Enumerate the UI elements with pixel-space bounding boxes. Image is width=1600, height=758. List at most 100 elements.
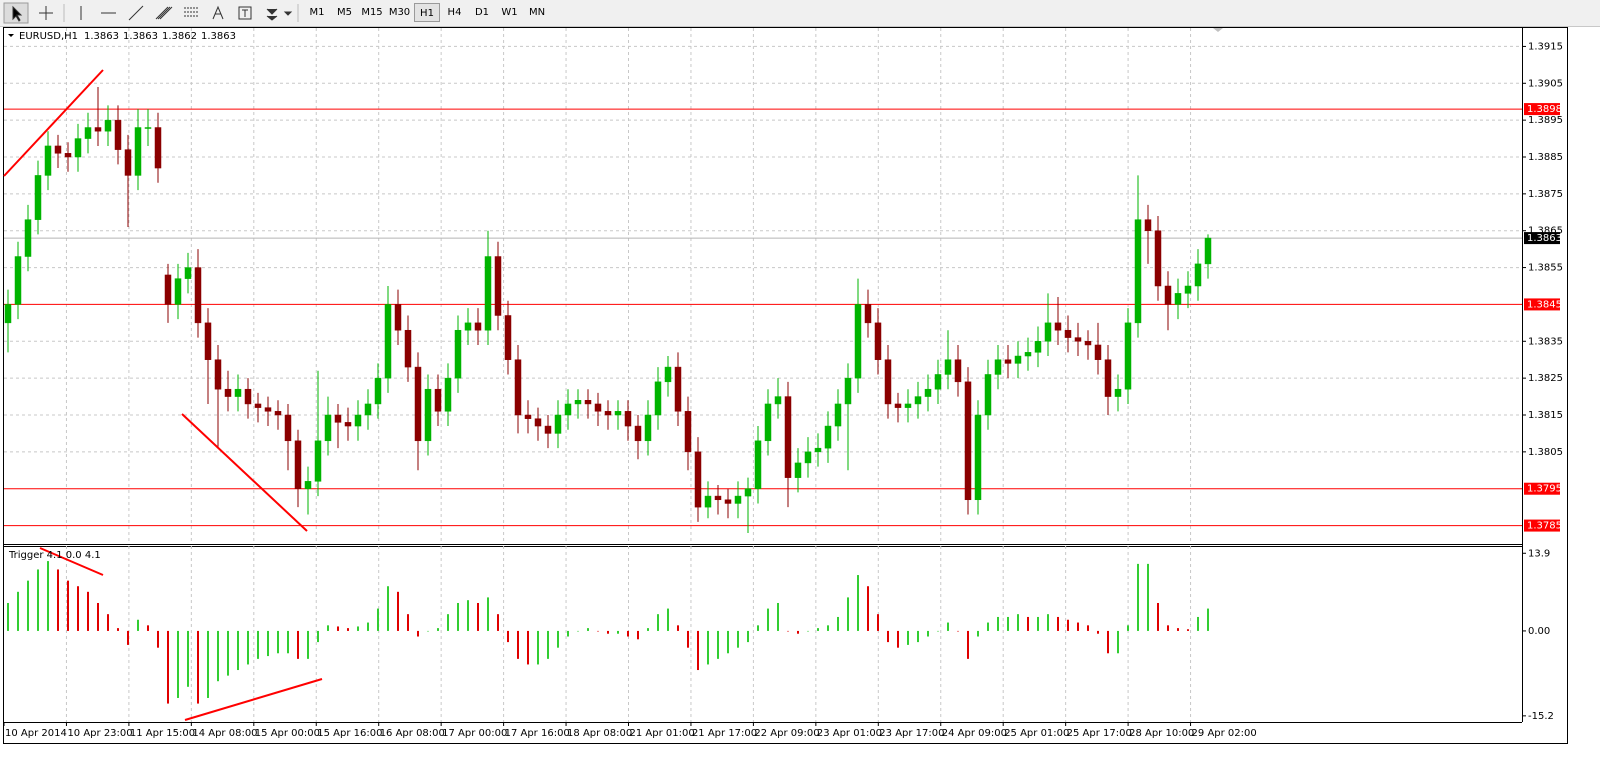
timeframe-button[interactable]: M1 [309, 7, 325, 18]
histogram-bar [367, 622, 369, 631]
histogram-bar [867, 586, 869, 631]
level-tag [1524, 103, 1560, 116]
histogram-bar [327, 625, 329, 631]
histogram-bar [157, 630, 159, 648]
histogram-bar [417, 630, 419, 637]
candle-body [1134, 219, 1142, 324]
candle-body [224, 388, 232, 397]
candle-body [844, 377, 852, 405]
histogram-bar [877, 614, 879, 631]
histogram-bar [1177, 628, 1179, 631]
candle-body [784, 396, 792, 478]
candle-body [464, 322, 472, 331]
candle-body [114, 119, 122, 150]
fibo-icon[interactable] [184, 7, 198, 17]
candle-body [874, 322, 882, 360]
timeframe-button[interactable]: H1 [414, 3, 440, 22]
candle-body [1024, 352, 1032, 357]
timeframe-button[interactable]: D1 [474, 7, 490, 18]
candle-body [664, 366, 672, 383]
histogram-bar [1087, 625, 1089, 631]
histogram-bar [1187, 629, 1189, 631]
trend-line [181, 413, 308, 532]
candle-body [864, 304, 872, 324]
candle-body [744, 488, 752, 497]
histogram-bar [757, 625, 759, 631]
arrows-icon[interactable] [266, 8, 293, 21]
histogram-bar [377, 608, 379, 631]
candle-body [1114, 388, 1122, 397]
timeframe-button[interactable]: MN [528, 7, 546, 18]
timeframe-button[interactable]: M30 [388, 7, 411, 18]
candle-body [374, 377, 382, 405]
histogram-bar [87, 591, 89, 631]
histogram-bar [987, 622, 989, 631]
timeframe-button[interactable]: W1 [501, 7, 518, 18]
timeframe-button[interactable]: M5 [337, 7, 352, 18]
y-tick-label: 1.3855 [1528, 263, 1563, 274]
candle-body [724, 499, 732, 504]
x-tick-label: 25 Apr 01:00 [1004, 728, 1069, 739]
histogram-bar [707, 630, 709, 665]
crosshair-icon[interactable] [39, 6, 53, 20]
histogram-bar [1097, 630, 1099, 634]
candle-body [454, 329, 462, 379]
histogram-bar [387, 586, 389, 631]
histogram-bar [287, 630, 289, 654]
candle-body [344, 422, 352, 427]
text-icon[interactable] [212, 5, 224, 20]
x-tick-label: 17 Apr 00:00 [442, 728, 507, 739]
histogram-bar [827, 625, 829, 631]
histogram-bar [17, 591, 19, 631]
histogram-bar [747, 630, 749, 643]
trend-line [39, 547, 104, 576]
channel-icon[interactable] [155, 6, 173, 20]
y-tick-label: 1.3865 [1528, 226, 1563, 237]
histogram-bar [577, 630, 579, 632]
trendline-icon[interactable] [128, 5, 144, 21]
candle-body [584, 400, 592, 405]
level-label: 1.3898 [1527, 104, 1562, 115]
indicator-title: Trigger 4.1 0.0 4.1 [8, 550, 101, 561]
label-icon[interactable] [238, 6, 252, 20]
timeframe-button[interactable]: M15 [361, 7, 383, 18]
y-tick-label: 1.3805 [1528, 447, 1563, 458]
candle-body [94, 127, 102, 132]
histogram-bar [97, 602, 99, 631]
y-tick-label: 1.3905 [1528, 78, 1563, 89]
histogram-bar [197, 630, 199, 704]
level-label: 1.3795 [1527, 484, 1562, 495]
candle-body [614, 411, 622, 416]
histogram-bar [1047, 614, 1049, 631]
candle-body [54, 145, 62, 154]
histogram-bar [907, 630, 909, 645]
histogram-bar [47, 561, 49, 631]
candle-body [714, 495, 722, 501]
timeframe-button[interactable]: H4 [447, 7, 462, 18]
candle-body [694, 451, 702, 508]
candle-body [74, 138, 82, 158]
histogram-bar [317, 630, 319, 643]
candle-body [444, 377, 452, 412]
histogram-bar [77, 586, 79, 631]
trend-line [3, 69, 104, 177]
x-tick-label: 23 Apr 17:00 [879, 728, 944, 739]
histogram-bar [487, 597, 489, 631]
histogram-bar [1077, 622, 1079, 631]
histogram-bar [1117, 630, 1119, 654]
histogram-bar [307, 630, 309, 659]
candle-body [1034, 341, 1042, 353]
cursor-icon [12, 5, 23, 22]
candle-body [594, 403, 602, 412]
histogram-bar [677, 625, 679, 631]
candle-body [254, 403, 262, 408]
histogram-bar [767, 608, 769, 631]
histogram-bar [937, 630, 939, 632]
candle-body [1054, 322, 1062, 331]
histogram-bar [697, 630, 699, 671]
histogram-bar [67, 580, 69, 631]
histogram-bar [1057, 616, 1059, 631]
histogram-bar [967, 630, 969, 659]
